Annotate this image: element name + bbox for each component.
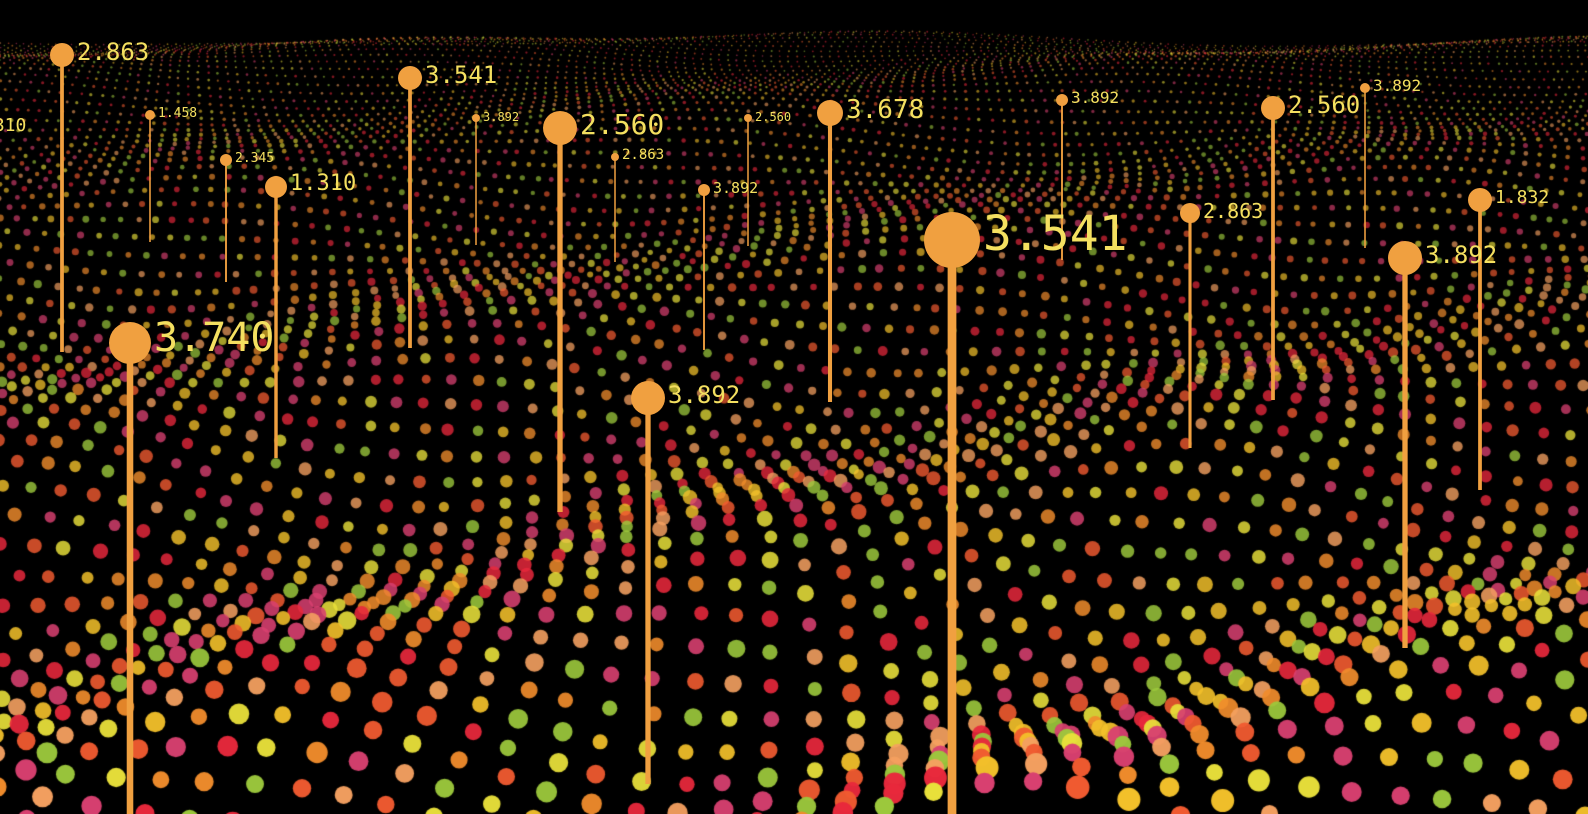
pin-head — [398, 66, 422, 90]
pin-label: 3.892 — [483, 109, 520, 124]
pin-label: 3.541 — [983, 206, 1128, 263]
pin-head — [472, 114, 480, 122]
pin-label: 3.541 — [425, 61, 498, 90]
pin-label: .310 — [0, 114, 27, 136]
pin-head — [631, 381, 665, 415]
pin-head — [744, 114, 752, 122]
pin-label: 1.310 — [290, 171, 357, 197]
pin-head — [817, 100, 843, 126]
pin-head — [1180, 203, 1200, 223]
pin-head — [50, 43, 74, 67]
pin-head — [145, 110, 155, 120]
pin-head — [698, 184, 710, 196]
pin-head — [611, 153, 619, 161]
pin-head — [220, 154, 232, 166]
pin-label: 2.863 — [77, 38, 150, 67]
pin-label: 2.560 — [755, 109, 792, 124]
pin-label: 1.458 — [158, 105, 198, 121]
pin-head — [543, 111, 577, 145]
pin-head — [1360, 83, 1370, 93]
pin-head — [1056, 94, 1068, 106]
pin-label: 3.892 — [1373, 76, 1422, 96]
pin-label: 3.892 — [668, 381, 741, 410]
pin-label: 3.892 — [1071, 88, 1120, 108]
pin-label: 2.345 — [235, 150, 275, 166]
pin-head — [265, 176, 287, 198]
pin-head — [1261, 96, 1285, 120]
pin-label: 1.832 — [1495, 186, 1550, 208]
pin-label: 2.560 — [580, 107, 665, 141]
pin-head — [1388, 241, 1422, 275]
pin-label: 2.863 — [622, 147, 665, 164]
pin-label: 3.892 — [1425, 241, 1498, 270]
pin-label: 3.678 — [846, 94, 925, 125]
pin-label: 2.863 — [1203, 198, 1264, 223]
pin-head — [924, 212, 980, 268]
pin-label: 3.892 — [713, 178, 759, 197]
pin-label: 3.740 — [154, 315, 275, 362]
pin-label: 2.560 — [1288, 91, 1361, 120]
pin-head — [1468, 188, 1492, 212]
pin-head — [109, 322, 151, 364]
